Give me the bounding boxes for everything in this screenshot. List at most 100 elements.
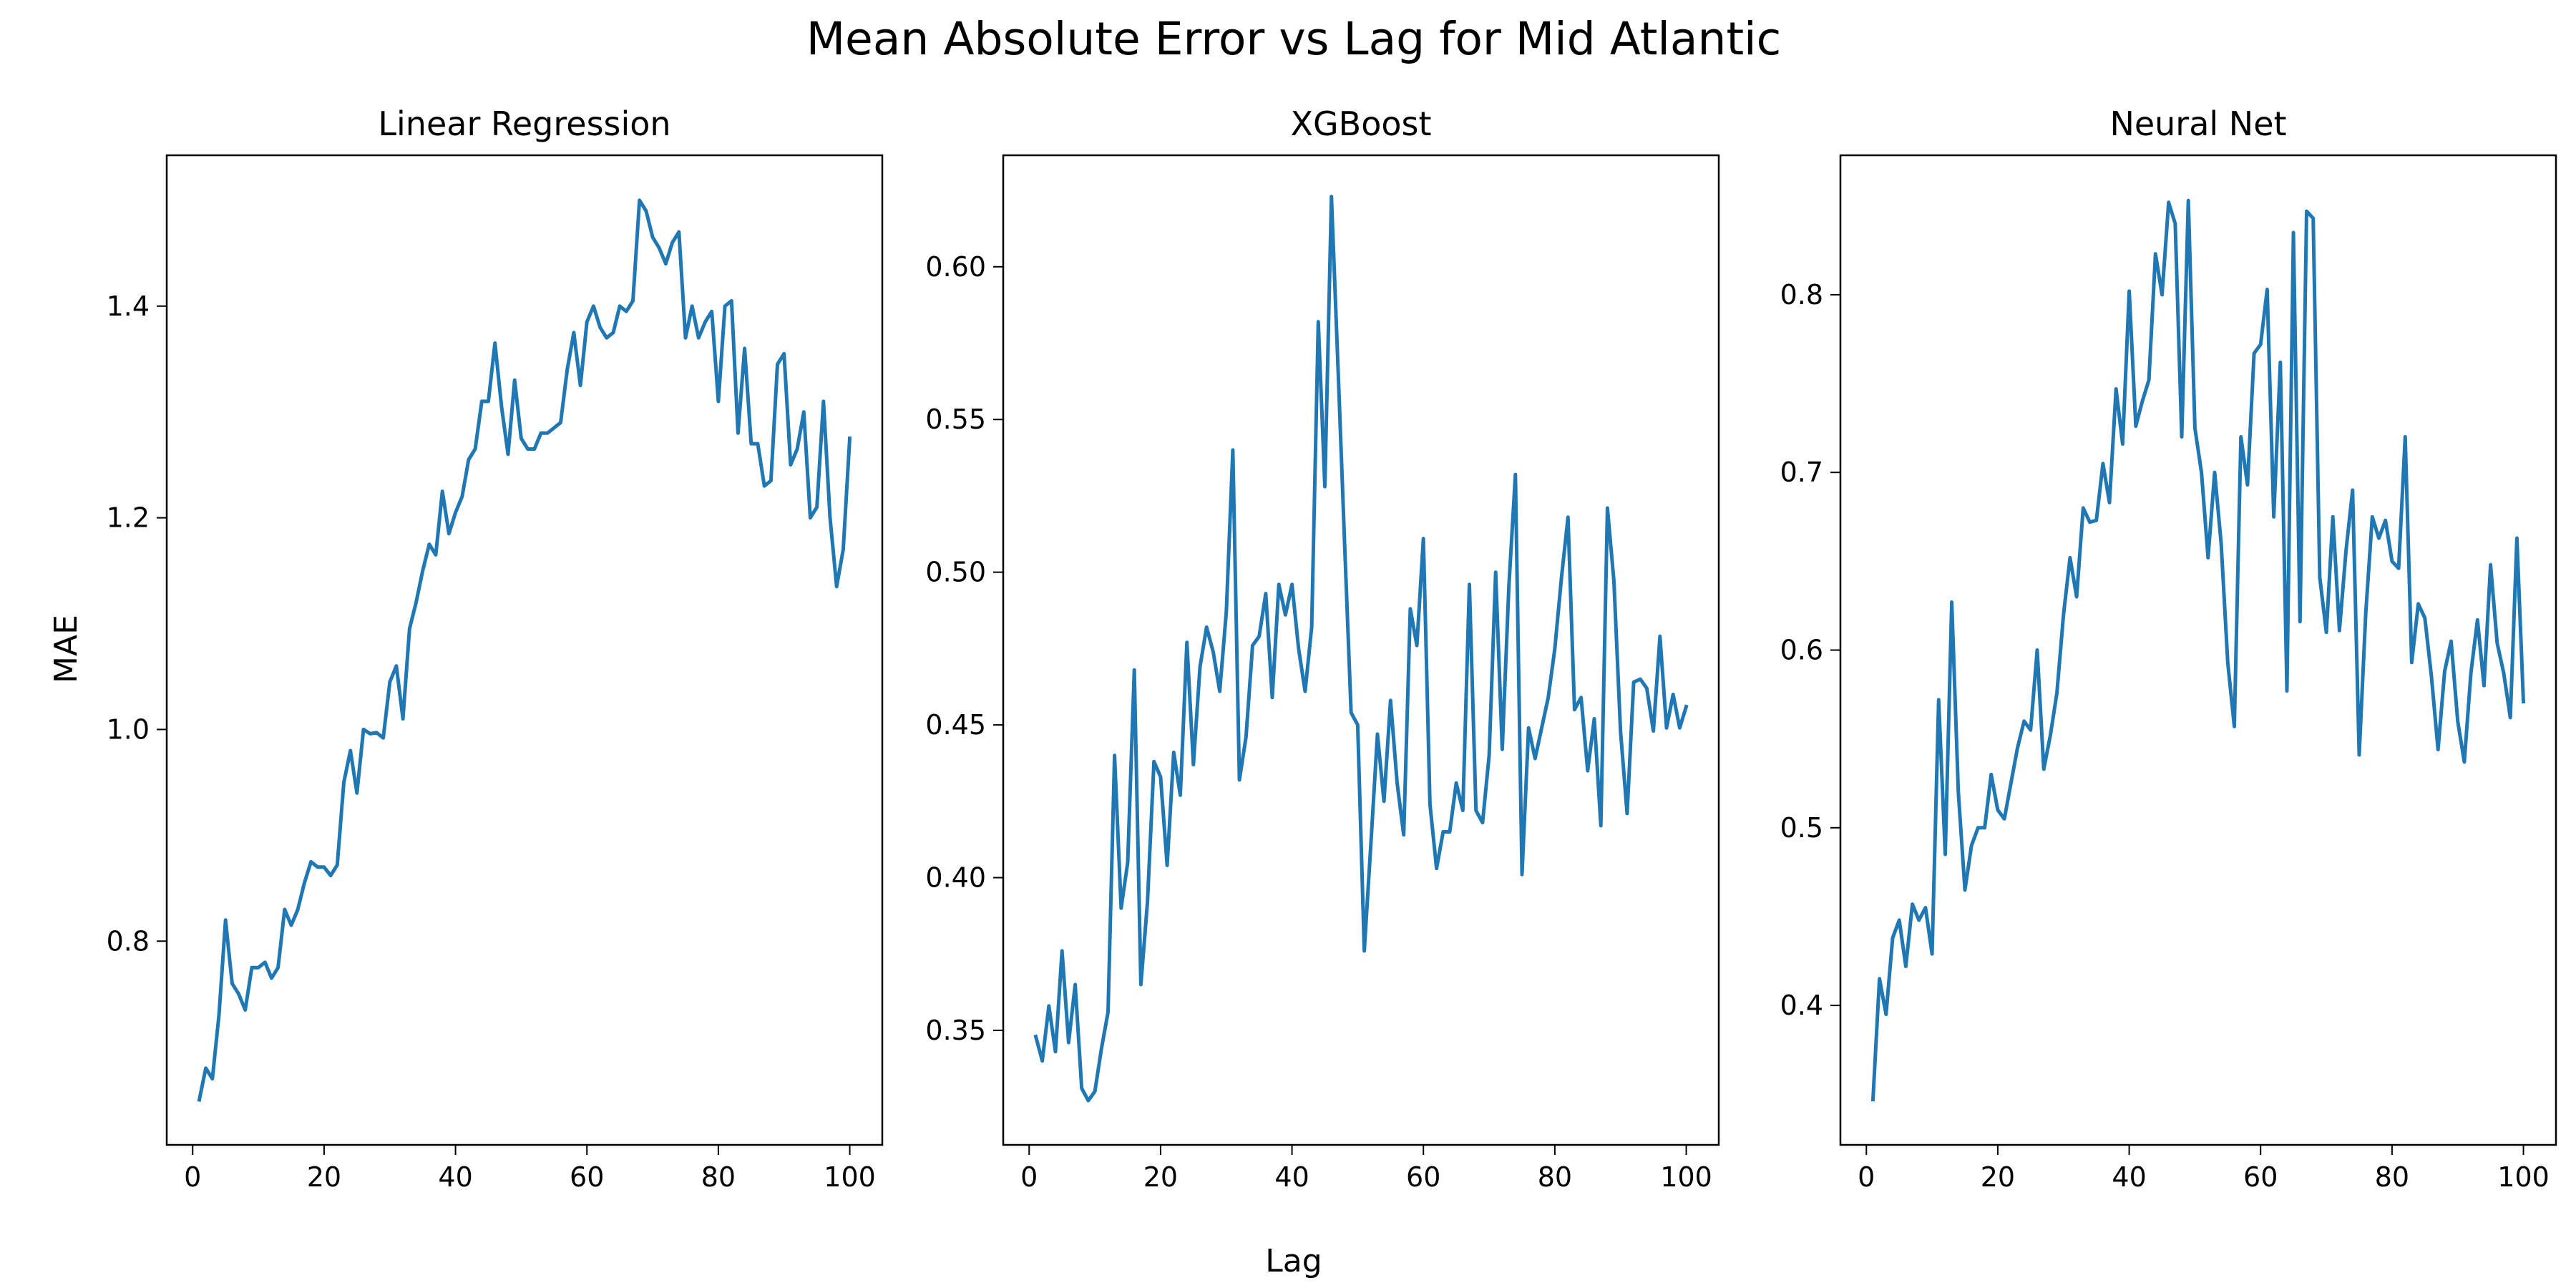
data-point (362, 728, 366, 731)
data-point (1546, 696, 1550, 699)
data-point (841, 548, 845, 552)
data-point (1553, 647, 1556, 650)
data-point (322, 865, 326, 869)
data-point (1878, 977, 1881, 980)
y-tick-label: 0.4 (1780, 990, 1823, 1021)
data-point (427, 542, 431, 546)
subplot-1: Linear Regression 0 20 40 60 80 100 0.8 1.0 1.2 1.… (107, 104, 884, 1193)
data-point (2259, 343, 2263, 346)
data-point (381, 736, 385, 740)
x-tick-label: 20 (1143, 1161, 1178, 1193)
data-point (460, 495, 464, 499)
data-point (1937, 698, 1941, 702)
data-point (1113, 753, 1116, 757)
data-point (1632, 680, 1636, 684)
data-point (519, 436, 523, 440)
data-point (1983, 826, 1986, 829)
data-point (2193, 426, 2197, 430)
data-point (2423, 616, 2426, 620)
data-point (1976, 826, 1980, 829)
y-tick-label: 0.40 (925, 862, 986, 894)
figure-title: Mean Absolute Error vs Lag for Mid Atlan… (806, 13, 1782, 65)
data-point (592, 304, 595, 308)
data-point (1625, 811, 1629, 815)
data-point (1619, 729, 1622, 733)
data-point (1238, 778, 1241, 781)
data-point (2082, 506, 2085, 509)
data-point (270, 977, 273, 980)
data-point (1540, 726, 1543, 730)
data-point (447, 532, 451, 535)
data-point (2055, 691, 2059, 695)
data-point (1950, 600, 1953, 604)
data-point (1645, 686, 1649, 690)
data-point (1593, 717, 1596, 721)
data-point (769, 479, 773, 482)
x-tick-label: 100 (824, 1161, 876, 1193)
data-point (829, 516, 832, 519)
data-point (1599, 824, 1603, 827)
data-point (1317, 320, 1320, 323)
data-point (1356, 723, 1360, 727)
data-point (703, 321, 707, 324)
data-point (1244, 736, 1248, 739)
data-point (1257, 635, 1261, 638)
data-point (1389, 698, 1392, 702)
data-point (276, 966, 280, 970)
data-point (1073, 982, 1077, 986)
data-point (1996, 809, 1999, 812)
data-point (290, 924, 293, 927)
data-point (2285, 689, 2289, 693)
data-point (2101, 462, 2104, 465)
data-point (1251, 644, 1254, 648)
data-point (388, 680, 391, 683)
data-point (612, 331, 615, 334)
x-tick-label: 40 (2112, 1161, 2146, 1193)
data-point (1461, 809, 1465, 812)
data-point (1284, 613, 1287, 617)
data-point (204, 1066, 208, 1070)
data-point (2404, 435, 2407, 439)
data-point (283, 907, 286, 911)
data-point (375, 731, 379, 734)
data-point (263, 960, 267, 964)
x-tick-label: 40 (1274, 1161, 1309, 1193)
data-point (1923, 906, 1927, 909)
data-point (1606, 507, 1609, 510)
data-point (2042, 767, 2046, 771)
axes-frame (165, 154, 884, 1146)
data-point (540, 431, 543, 435)
data-point (513, 379, 517, 382)
data-point (565, 368, 569, 371)
data-point (1402, 833, 1405, 836)
x-tick-label: 80 (701, 1161, 736, 1193)
data-point (454, 511, 457, 514)
data-point (809, 516, 812, 519)
y-tick-label: 0.8 (107, 925, 150, 957)
data-point (2003, 817, 2006, 821)
data-point (658, 246, 661, 250)
data-point (1898, 918, 1901, 922)
data-point (1963, 888, 1967, 892)
y-tick-label: 1.2 (107, 502, 150, 534)
data-point (684, 336, 688, 340)
data-point (1678, 726, 1682, 730)
data-point (2121, 442, 2124, 446)
x-tick-label: 20 (307, 1161, 341, 1193)
data-point (348, 749, 352, 753)
subplot-title: Linear Regression (378, 104, 670, 143)
data-point (644, 209, 648, 213)
data-point (414, 600, 418, 604)
data-point (1047, 1004, 1050, 1008)
data-point (2036, 648, 2039, 652)
y-tick-label: 0.60 (925, 251, 986, 283)
data-point (1185, 640, 1189, 644)
data-point (2265, 288, 2269, 291)
data-point (1199, 665, 1202, 669)
data-point (421, 569, 424, 572)
data-point (1330, 195, 1333, 198)
data-point (1139, 982, 1143, 986)
data-point (664, 262, 668, 265)
data-point (441, 489, 444, 493)
